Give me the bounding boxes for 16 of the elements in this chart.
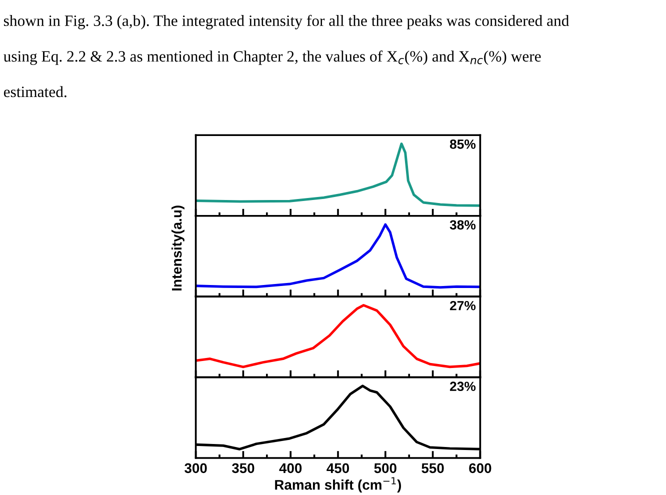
x-tick-label: 350: [232, 463, 254, 474]
text: 85%: [450, 140, 476, 149]
x-tick-label: 550: [422, 463, 444, 474]
y-axis-title: Intensity(a.u): [171, 206, 184, 290]
text: using Eq. 2.2 & 2.3 as mentioned in Chapter 2, the values of X$_{c}$(%) and X$_{nc}$(%) were: [4, 50, 541, 65]
x-tick-label: 500: [374, 463, 396, 474]
text: 38%: [450, 220, 476, 230]
x-tick-label: 300: [184, 463, 207, 474]
text: 23%: [450, 382, 476, 392]
x-tick-label: 400: [279, 463, 302, 474]
text: shown in Fig. 3.3 (a,b). The integrated intensity for all the three peaks was considered and: [4, 14, 570, 30]
x-axis-title: Raman shift (cm$^{−1}$): [275, 477, 401, 493]
x-tick-label: 600: [469, 463, 492, 474]
x-tick-label: 450: [326, 463, 350, 474]
text: estimated.: [4, 86, 66, 98]
text: 27%: [450, 300, 476, 310]
